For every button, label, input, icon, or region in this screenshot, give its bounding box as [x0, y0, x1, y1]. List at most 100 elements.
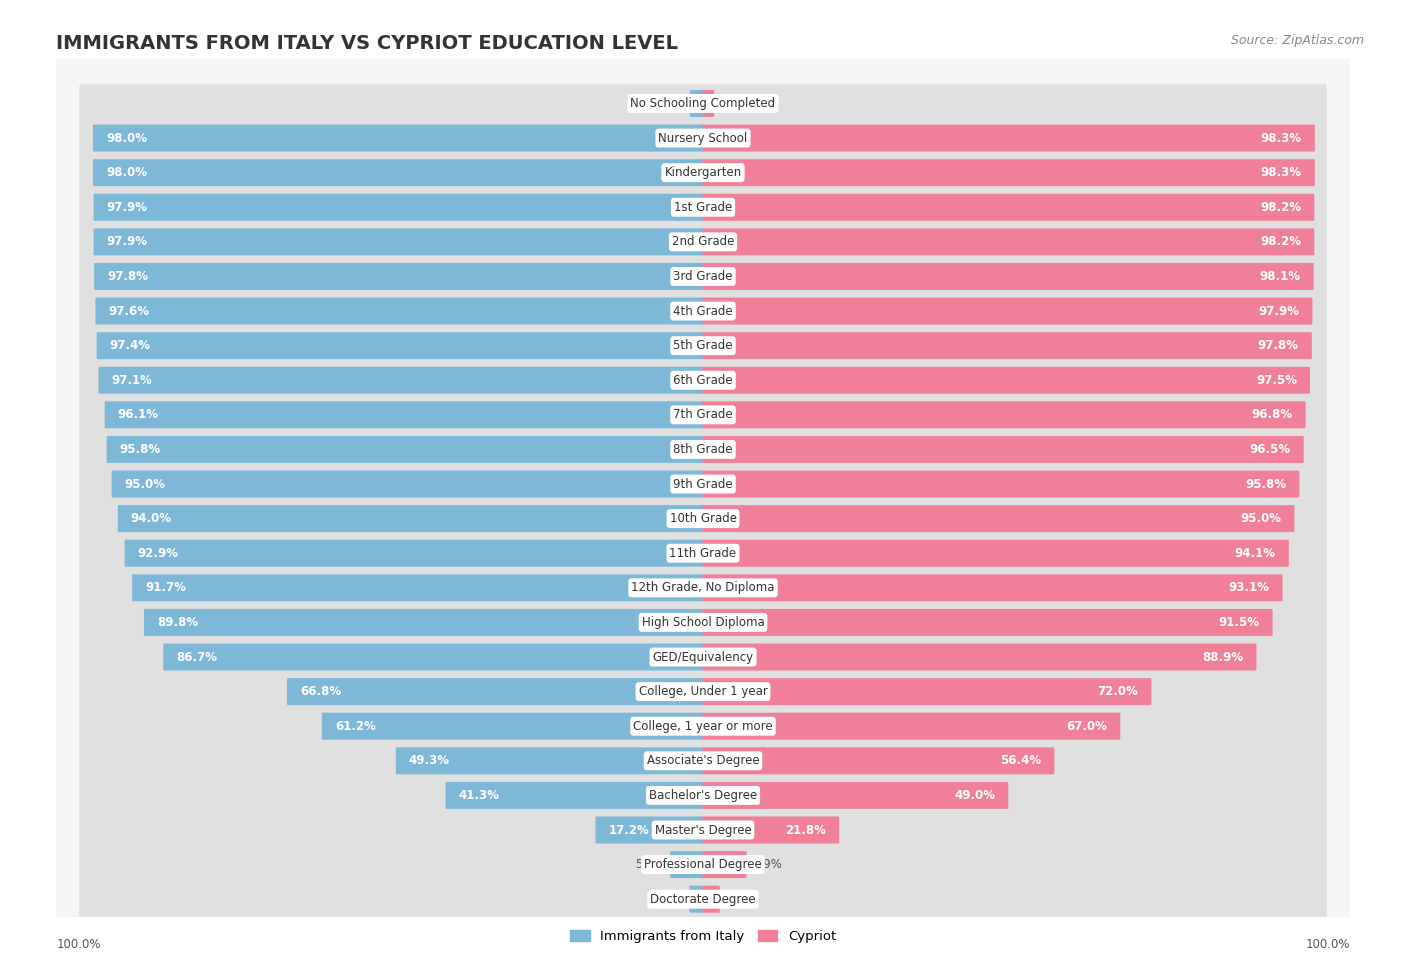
Text: 56.4%: 56.4% [1000, 755, 1042, 767]
FancyBboxPatch shape [79, 568, 1327, 607]
FancyBboxPatch shape [703, 159, 1315, 186]
FancyBboxPatch shape [79, 845, 1327, 884]
FancyBboxPatch shape [79, 222, 1327, 261]
Text: 100.0%: 100.0% [1305, 938, 1350, 951]
FancyBboxPatch shape [703, 644, 1257, 671]
FancyBboxPatch shape [79, 361, 1327, 400]
FancyBboxPatch shape [143, 609, 703, 636]
FancyBboxPatch shape [79, 776, 1327, 815]
Text: 12th Grade, No Diploma: 12th Grade, No Diploma [631, 581, 775, 595]
FancyBboxPatch shape [79, 256, 1327, 296]
FancyBboxPatch shape [97, 332, 703, 359]
Text: College, Under 1 year: College, Under 1 year [638, 685, 768, 698]
FancyBboxPatch shape [287, 679, 703, 705]
Text: 96.1%: 96.1% [118, 409, 159, 421]
Text: 92.9%: 92.9% [138, 547, 179, 560]
FancyBboxPatch shape [703, 885, 720, 913]
FancyBboxPatch shape [703, 125, 1315, 151]
Text: 2.0%: 2.0% [655, 97, 685, 110]
FancyBboxPatch shape [79, 84, 1327, 123]
Text: 1st Grade: 1st Grade [673, 201, 733, 214]
FancyBboxPatch shape [703, 402, 1306, 428]
Text: 2.1%: 2.1% [654, 893, 683, 906]
FancyBboxPatch shape [79, 292, 1327, 331]
FancyBboxPatch shape [132, 574, 703, 602]
Text: 97.4%: 97.4% [110, 339, 150, 352]
FancyBboxPatch shape [79, 153, 1327, 192]
FancyBboxPatch shape [703, 679, 1152, 705]
FancyBboxPatch shape [703, 505, 1295, 532]
FancyBboxPatch shape [703, 90, 714, 117]
Text: 2nd Grade: 2nd Grade [672, 235, 734, 249]
FancyBboxPatch shape [93, 159, 703, 186]
Text: 88.9%: 88.9% [1202, 650, 1243, 664]
Text: 11th Grade: 11th Grade [669, 547, 737, 560]
Text: 6th Grade: 6th Grade [673, 373, 733, 387]
Text: 86.7%: 86.7% [176, 650, 218, 664]
FancyBboxPatch shape [105, 402, 703, 428]
FancyBboxPatch shape [79, 603, 1327, 643]
Text: College, 1 year or more: College, 1 year or more [633, 720, 773, 733]
FancyBboxPatch shape [703, 574, 1282, 602]
Text: High School Diploma: High School Diploma [641, 616, 765, 629]
FancyBboxPatch shape [52, 48, 1354, 927]
Text: 6.9%: 6.9% [752, 858, 782, 871]
Text: Doctorate Degree: Doctorate Degree [650, 893, 756, 906]
Text: 1.7%: 1.7% [720, 97, 749, 110]
FancyBboxPatch shape [111, 471, 703, 497]
FancyBboxPatch shape [107, 436, 703, 463]
FancyBboxPatch shape [163, 644, 703, 671]
FancyBboxPatch shape [703, 228, 1315, 255]
Text: 95.0%: 95.0% [1240, 512, 1281, 526]
FancyBboxPatch shape [94, 228, 703, 255]
FancyBboxPatch shape [125, 540, 703, 566]
Text: Professional Degree: Professional Degree [644, 858, 762, 871]
FancyBboxPatch shape [671, 851, 703, 878]
FancyBboxPatch shape [94, 263, 703, 290]
FancyBboxPatch shape [703, 816, 839, 843]
Text: 97.8%: 97.8% [107, 270, 148, 283]
Text: 9th Grade: 9th Grade [673, 478, 733, 490]
FancyBboxPatch shape [703, 436, 1303, 463]
Text: 97.6%: 97.6% [108, 304, 149, 318]
Text: 7th Grade: 7th Grade [673, 409, 733, 421]
FancyBboxPatch shape [94, 194, 703, 220]
Text: 67.0%: 67.0% [1066, 720, 1108, 733]
FancyBboxPatch shape [595, 816, 703, 843]
Text: No Schooling Completed: No Schooling Completed [630, 97, 776, 110]
Text: Kindergarten: Kindergarten [665, 166, 741, 179]
Text: IMMIGRANTS FROM ITALY VS CYPRIOT EDUCATION LEVEL: IMMIGRANTS FROM ITALY VS CYPRIOT EDUCATI… [56, 34, 678, 53]
Text: 97.5%: 97.5% [1256, 373, 1296, 387]
Text: 17.2%: 17.2% [609, 824, 650, 837]
Text: 94.1%: 94.1% [1234, 547, 1275, 560]
FancyBboxPatch shape [703, 609, 1272, 636]
Text: 21.8%: 21.8% [786, 824, 827, 837]
Text: 100.0%: 100.0% [56, 938, 101, 951]
Text: 93.1%: 93.1% [1229, 581, 1270, 595]
Text: 49.0%: 49.0% [955, 789, 995, 801]
Text: 97.9%: 97.9% [107, 201, 148, 214]
Text: 96.5%: 96.5% [1250, 443, 1291, 456]
Text: 96.8%: 96.8% [1251, 409, 1292, 421]
Text: 61.2%: 61.2% [335, 720, 375, 733]
Text: 66.8%: 66.8% [299, 685, 342, 698]
Text: 98.0%: 98.0% [105, 132, 148, 144]
Legend: Immigrants from Italy, Cypriot: Immigrants from Italy, Cypriot [565, 925, 841, 949]
Text: 10th Grade: 10th Grade [669, 512, 737, 526]
Text: 5.2%: 5.2% [634, 858, 665, 871]
FancyBboxPatch shape [703, 540, 1289, 566]
FancyBboxPatch shape [79, 741, 1327, 781]
FancyBboxPatch shape [396, 747, 703, 774]
FancyBboxPatch shape [79, 810, 1327, 850]
FancyBboxPatch shape [703, 194, 1315, 220]
FancyBboxPatch shape [98, 367, 703, 394]
Text: GED/Equivalency: GED/Equivalency [652, 650, 754, 664]
FancyBboxPatch shape [79, 326, 1327, 366]
FancyBboxPatch shape [703, 263, 1313, 290]
Text: 89.8%: 89.8% [157, 616, 198, 629]
FancyBboxPatch shape [96, 297, 703, 325]
FancyBboxPatch shape [79, 707, 1327, 746]
FancyBboxPatch shape [79, 118, 1327, 158]
Text: Associate's Degree: Associate's Degree [647, 755, 759, 767]
Text: 91.5%: 91.5% [1219, 616, 1260, 629]
